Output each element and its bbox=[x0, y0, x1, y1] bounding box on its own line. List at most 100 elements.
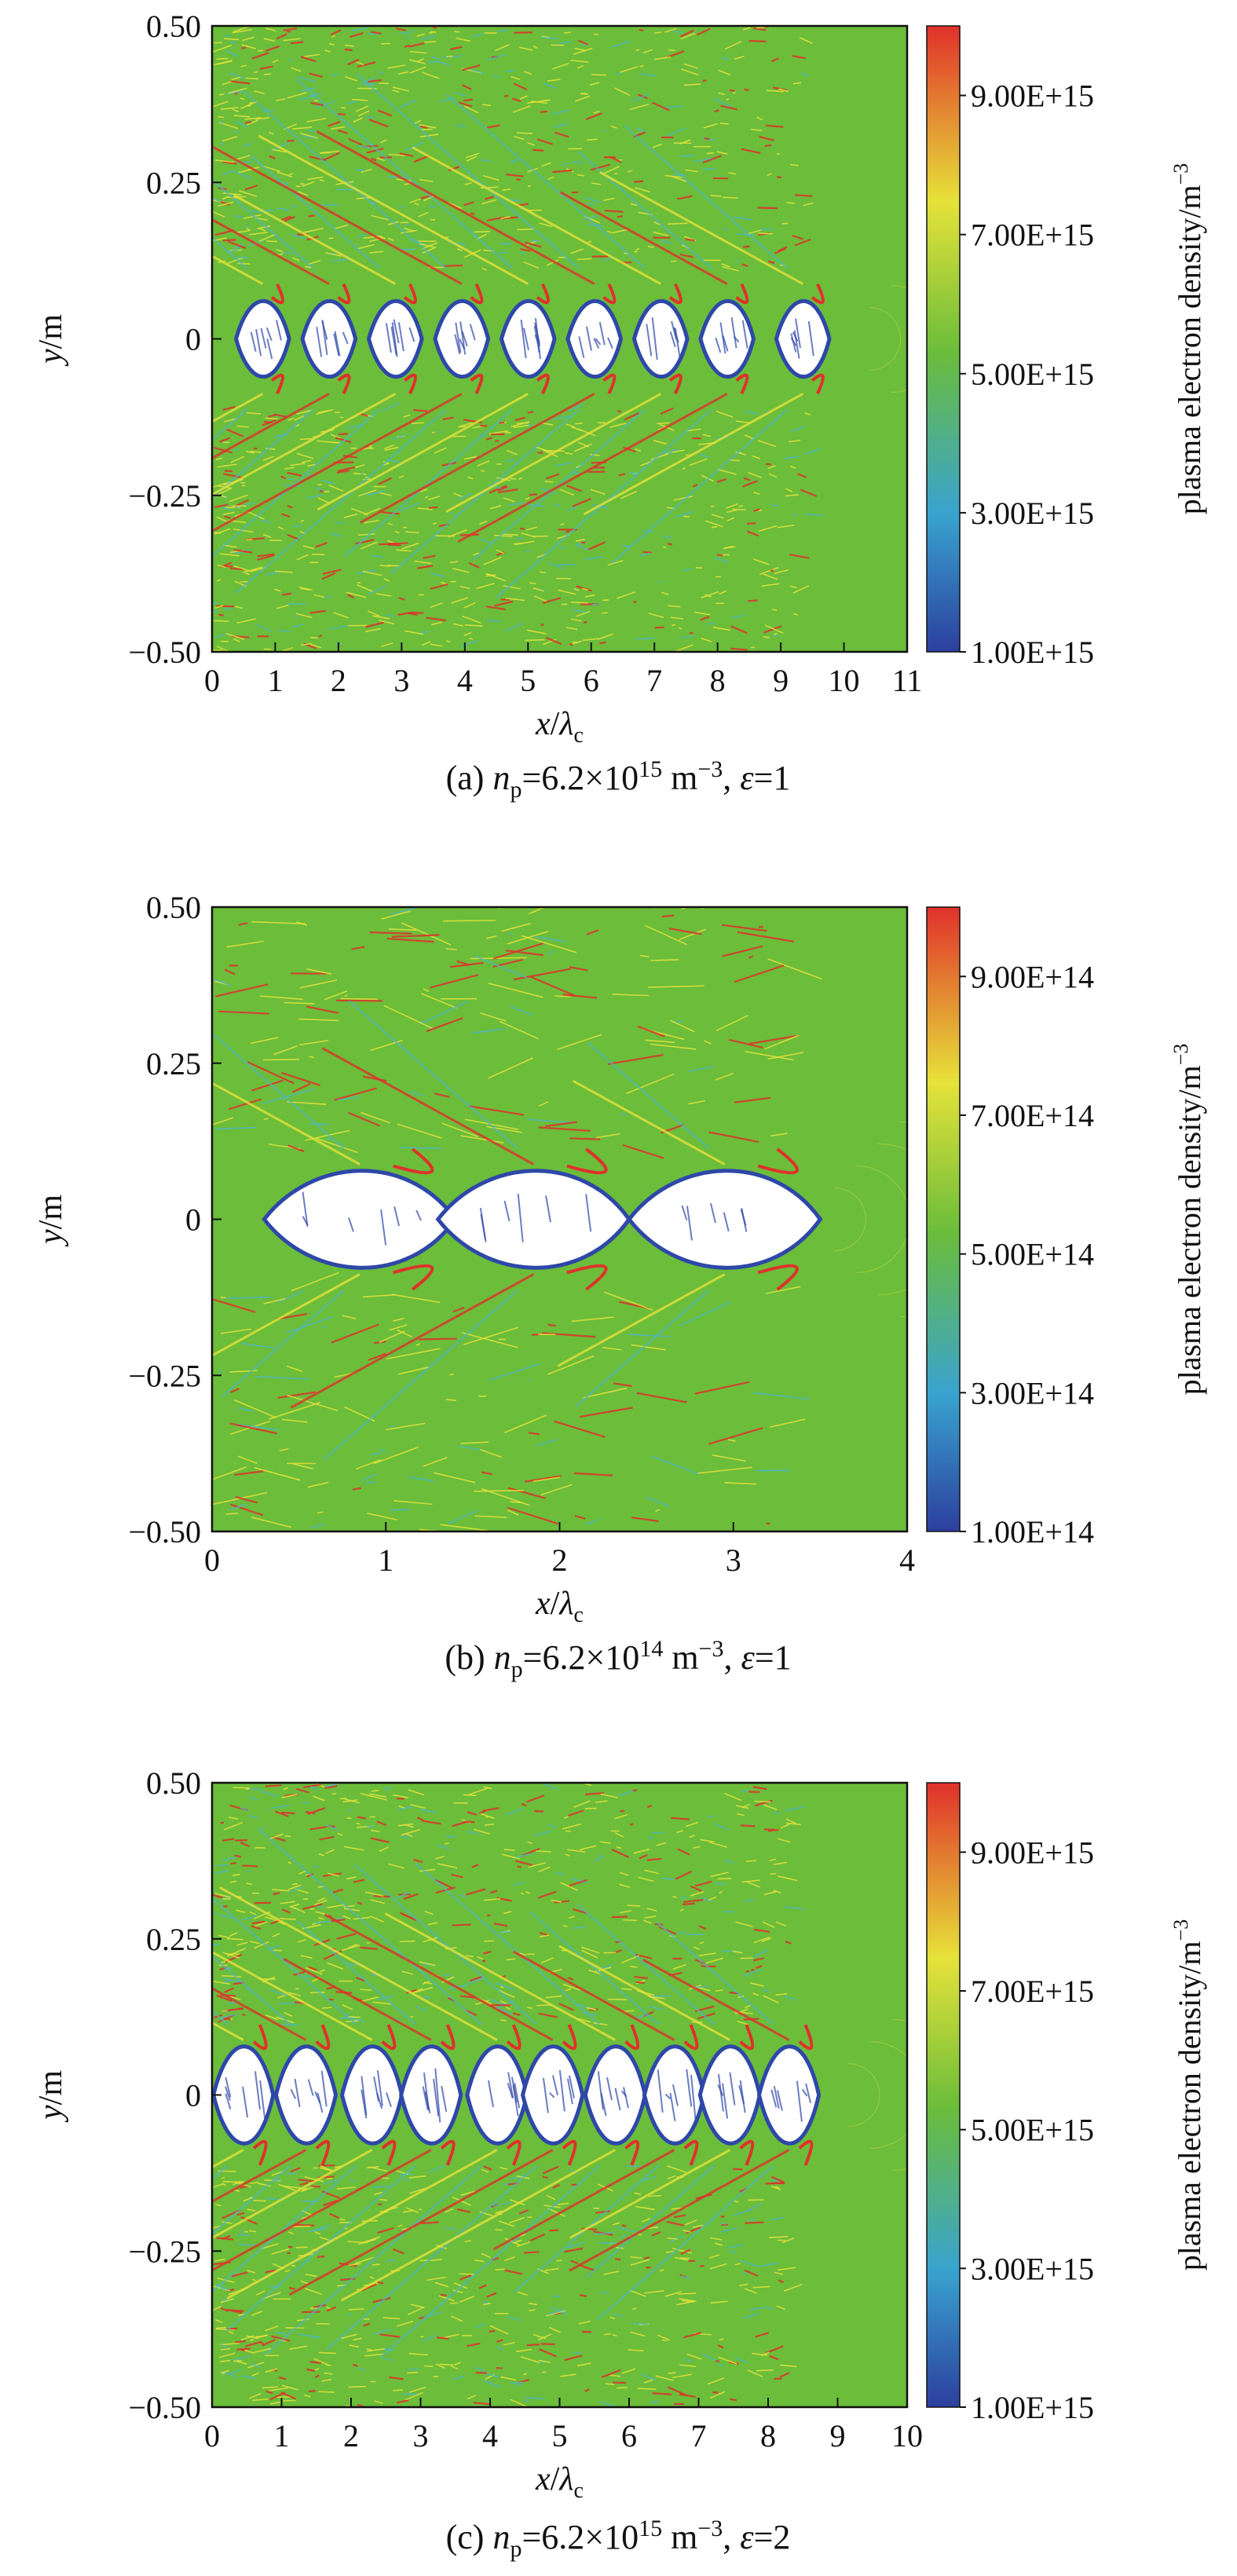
density-streak bbox=[701, 1965, 716, 1968]
density-streak bbox=[403, 30, 415, 36]
density-streak bbox=[222, 161, 237, 165]
x-tick-label: 0 bbox=[204, 2418, 220, 2453]
density-streak bbox=[778, 2279, 785, 2284]
density-streak bbox=[407, 2307, 425, 2316]
density-streak bbox=[216, 2237, 234, 2241]
density-streak bbox=[483, 556, 502, 565]
density-streak bbox=[620, 1113, 628, 1116]
bubble-streak bbox=[623, 2087, 629, 2109]
density-streak bbox=[409, 66, 426, 74]
density-streak bbox=[566, 627, 578, 631]
density-streak bbox=[635, 2205, 656, 2211]
bubble-streak bbox=[722, 2083, 729, 2119]
density-streak bbox=[748, 2203, 763, 2211]
density-streak bbox=[517, 2291, 528, 2296]
density-streak bbox=[370, 1898, 386, 1905]
density-streak bbox=[363, 236, 382, 239]
density-streak bbox=[499, 1020, 539, 1040]
density-streak bbox=[736, 233, 755, 236]
density-streak bbox=[396, 1891, 409, 1899]
density-streak bbox=[291, 1272, 339, 1292]
density-streak bbox=[299, 979, 338, 989]
density-streak bbox=[753, 1949, 769, 1958]
density-streak bbox=[343, 1846, 364, 1851]
density-streak bbox=[525, 526, 538, 531]
density-streak bbox=[336, 1933, 357, 1940]
density-streak bbox=[514, 31, 532, 34]
density-streak bbox=[574, 95, 591, 102]
bubble-streak bbox=[393, 319, 400, 344]
density-streak bbox=[273, 1892, 280, 1895]
density-streak bbox=[460, 2190, 476, 2196]
density-streak bbox=[273, 1045, 298, 1056]
density-streak bbox=[774, 2186, 780, 2189]
density-streak bbox=[387, 543, 401, 547]
density-streak bbox=[401, 542, 419, 550]
density-streak bbox=[576, 2362, 591, 2367]
density-streak bbox=[249, 101, 254, 104]
density-streak bbox=[238, 190, 258, 197]
density-streak bbox=[405, 141, 425, 152]
density-streak bbox=[573, 1472, 613, 1476]
density-streak bbox=[300, 1955, 313, 1959]
density-streak bbox=[369, 1915, 384, 1923]
density-streak bbox=[357, 2366, 366, 2371]
density-streak bbox=[392, 1317, 404, 1322]
density-streak bbox=[558, 546, 566, 549]
density-streak bbox=[300, 587, 310, 591]
bubble-sheath bbox=[315, 2139, 331, 2166]
density-streak bbox=[785, 1818, 796, 1824]
density-streak bbox=[397, 1823, 414, 1827]
density-streak bbox=[426, 617, 446, 622]
density-streak bbox=[617, 215, 624, 218]
density-streak bbox=[423, 988, 430, 993]
density-streak bbox=[371, 2263, 380, 2266]
density-streak bbox=[265, 1784, 282, 1787]
density-streak bbox=[673, 30, 684, 34]
density-streak bbox=[423, 1457, 448, 1467]
density-streak bbox=[287, 417, 295, 421]
density-streak bbox=[521, 532, 536, 538]
density-streak bbox=[455, 124, 466, 128]
wake-filament bbox=[297, 1920, 416, 2025]
density-streak bbox=[384, 445, 394, 450]
density-streak bbox=[420, 125, 428, 129]
density-streak bbox=[365, 628, 382, 633]
density-streak bbox=[419, 2221, 439, 2225]
density-streak bbox=[561, 603, 568, 606]
density-streak bbox=[419, 1868, 436, 1872]
density-streak bbox=[721, 2227, 737, 2233]
density-streak bbox=[360, 1996, 379, 2003]
density-streak bbox=[397, 1123, 442, 1139]
density-streak bbox=[539, 571, 547, 574]
density-streak bbox=[284, 467, 295, 470]
density-streak bbox=[409, 50, 426, 54]
density-streak bbox=[500, 216, 511, 220]
density-streak bbox=[269, 1989, 289, 1996]
density-streak bbox=[397, 611, 414, 616]
density-streak bbox=[630, 2259, 650, 2266]
bubble-streak bbox=[434, 2068, 441, 2123]
plasma-bubble bbox=[433, 299, 491, 379]
density-streak bbox=[667, 2165, 686, 2173]
density-streak bbox=[568, 1809, 584, 1817]
density-streak bbox=[325, 1824, 339, 1831]
density-streak bbox=[356, 61, 364, 66]
density-streak bbox=[555, 1872, 565, 1875]
bubble-sheath bbox=[381, 2024, 397, 2051]
density-streak bbox=[309, 1826, 327, 1831]
density-streak bbox=[610, 40, 631, 49]
density-streak bbox=[693, 1846, 701, 1850]
density-streak bbox=[265, 447, 276, 450]
density-streak bbox=[308, 1966, 317, 1971]
density-streak bbox=[744, 2269, 759, 2277]
density-streak bbox=[307, 260, 321, 265]
density-streak bbox=[737, 1813, 745, 1817]
bubble-sheath bbox=[381, 2139, 397, 2166]
density-streak bbox=[278, 2183, 296, 2191]
density-streak bbox=[280, 475, 287, 480]
density-streak bbox=[719, 1890, 723, 1894]
density-streak bbox=[295, 613, 313, 619]
density-streak bbox=[217, 201, 234, 207]
density-streak bbox=[545, 2310, 566, 2317]
